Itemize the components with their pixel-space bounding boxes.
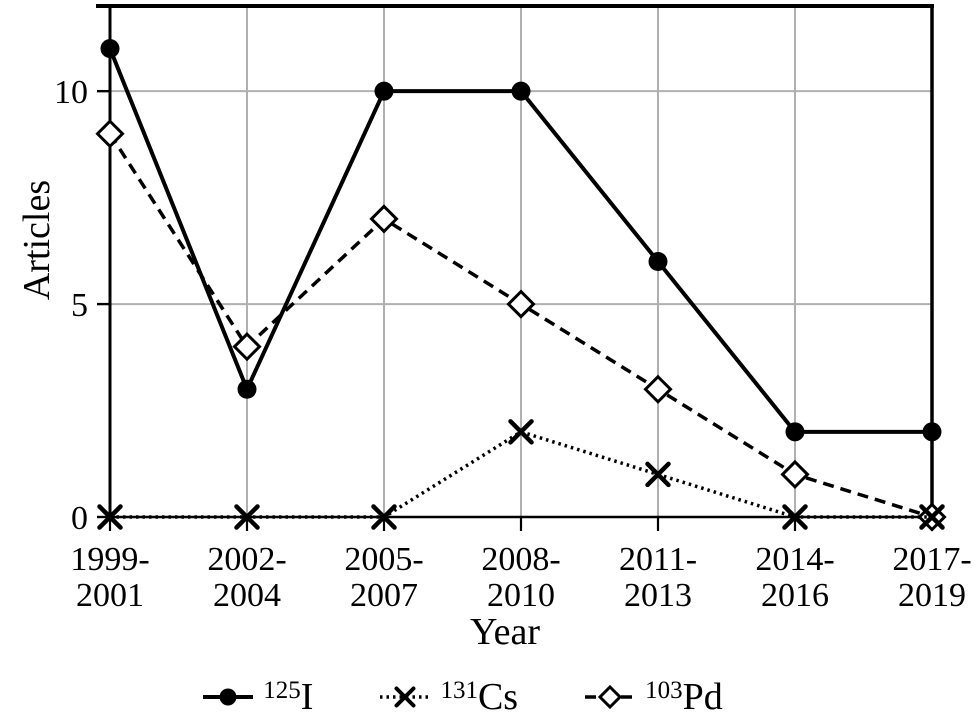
legend-marker-circle: [219, 688, 237, 706]
x-tick-label: 2016: [761, 577, 829, 614]
series-125I-marker-circle: [922, 422, 942, 442]
series-103Pd-marker-diamond: [369, 204, 399, 234]
isotope-mass-number: 131: [440, 677, 478, 704]
chart-legend: 125I 131Cs 103Pd: [0, 678, 951, 713]
y-tick-label: 10: [54, 74, 88, 111]
legend-sample-circle-filled-icon: [203, 688, 254, 706]
series-131Cs-marker-x: [97, 504, 123, 530]
series-125I-marker-circle: [374, 81, 394, 101]
series-131Cs-marker-x: [919, 504, 945, 530]
series-125I-marker-circle: [511, 81, 531, 101]
y-tick-label: 0: [71, 500, 88, 537]
isotope-mass-number: 125: [263, 677, 301, 704]
legend-item-103Pd: 103Pd: [584, 678, 723, 713]
isotope-symbol: Cs: [477, 676, 519, 713]
x-tick-label: 2019: [898, 577, 966, 614]
x-tick-label: 2008-: [481, 541, 560, 578]
x-tick-label: 2013: [624, 577, 692, 614]
legend-marker-diamond: [597, 684, 623, 710]
legend-marker-x: [394, 686, 416, 708]
x-tick-label: 2004: [213, 577, 281, 614]
x-axis-title: Year: [469, 611, 541, 653]
x-tick-label: 2007: [350, 577, 418, 614]
series-125I-marker-circle: [237, 379, 257, 399]
series-125I-marker-circle: [648, 252, 668, 271]
x-tick-label: 2001: [76, 577, 144, 614]
series-131Cs-marker-x: [645, 461, 671, 488]
x-tick-label: 2011-: [619, 541, 697, 578]
legend-item-125I: 125I: [202, 678, 313, 713]
x-tick-label: 2014-: [755, 541, 834, 578]
series-103Pd-marker-diamond: [506, 289, 536, 319]
series-103Pd-marker-diamond: [232, 332, 262, 362]
series-125I-marker-circle: [100, 39, 120, 59]
y-tick-label: 5: [71, 287, 88, 324]
series-103Pd-marker-diamond: [95, 119, 125, 149]
x-tick-label: 2002-: [207, 541, 286, 578]
x-tick-label: 2005-: [344, 541, 423, 578]
series-125I-marker-circle: [785, 422, 805, 442]
isotope-symbol: Pd: [682, 676, 723, 713]
legend-label-103Pd: 103Pd: [645, 678, 723, 713]
series-131Cs-marker-x: [234, 504, 260, 530]
legend-sample-x-icon: [380, 686, 431, 708]
x-tick-label: 2010: [487, 577, 555, 614]
series-131Cs-marker-x: [508, 419, 534, 445]
legend-label-131Cs: 131Cs: [440, 678, 518, 713]
plot-area: 0 5 10 1999-2001 2002-2004 2005-2007 2008-2010…: [54, 4, 972, 614]
legend-sample-diamond-open-icon: [585, 684, 636, 710]
series-131Cs-marker-x: [782, 504, 808, 530]
isotope-symbol: I: [300, 676, 314, 713]
x-tick-label: 1999-: [70, 541, 149, 578]
x-tick-label: 2017-: [892, 541, 971, 578]
legend-item-131Cs: 131Cs: [379, 678, 518, 713]
series-103Pd-marker-diamond: [780, 459, 810, 490]
isotope-mass-number: 103: [645, 677, 683, 704]
series-103Pd-marker-diamond: [643, 374, 673, 404]
legend-label-125I: 125I: [263, 678, 313, 713]
y-axis-title: Articles: [16, 179, 58, 301]
series-131Cs-marker-x: [371, 504, 397, 530]
